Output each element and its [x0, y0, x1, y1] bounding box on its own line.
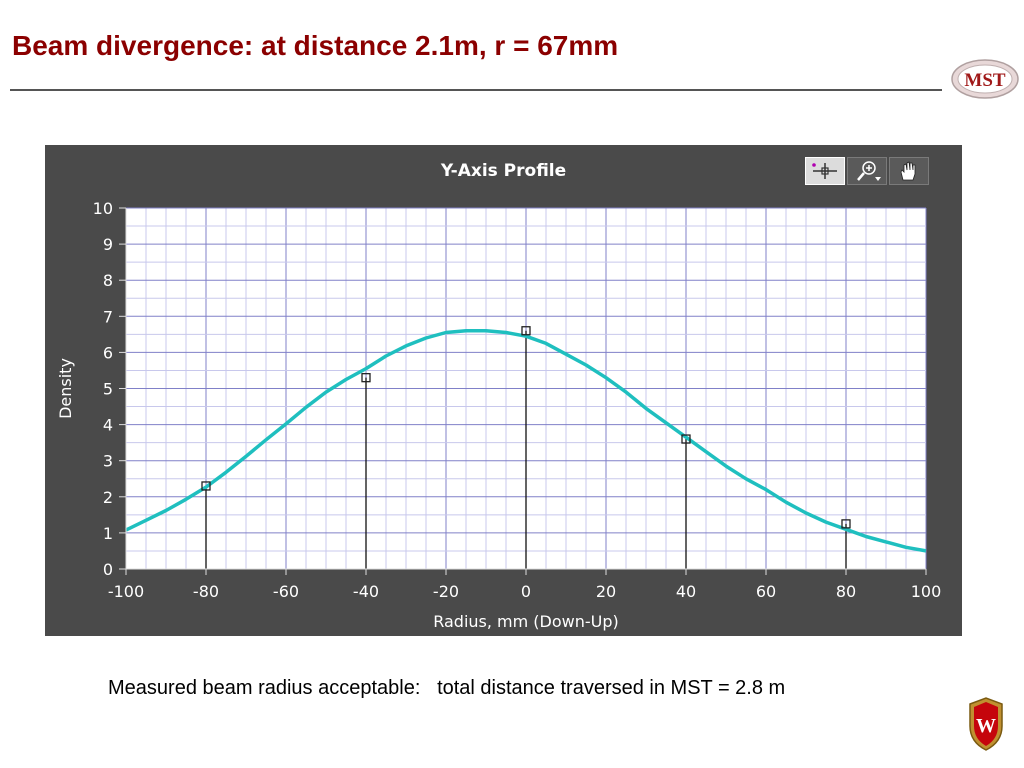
y-tick-label: 10: [93, 199, 113, 218]
plot-toolbar: [805, 157, 929, 187]
y-axis-label: Density: [56, 358, 75, 419]
mst-logo-text: MST: [964, 70, 1006, 91]
x-tick-label: -40: [353, 582, 379, 601]
uw-crest-letter: W: [976, 715, 996, 737]
x-tick-label: 80: [836, 582, 856, 601]
x-tick-label: 20: [596, 582, 616, 601]
zoom-tool-button[interactable]: [847, 157, 887, 185]
mst-logo: MST: [951, 59, 1019, 99]
y-tick-label: 6: [103, 343, 113, 362]
title-divider: [10, 89, 942, 91]
y-tick-label: 0: [103, 560, 113, 579]
measured-point-marker: [201, 481, 211, 491]
x-tick-label: -80: [193, 582, 219, 601]
slide-title: Beam divergence: at distance 2.1m, r = 6…: [12, 30, 619, 61]
y-tick-label: 9: [103, 235, 113, 254]
profile-curve: [125, 328, 927, 553]
pan-hand-icon: [900, 161, 916, 181]
zoom-icon: [857, 161, 881, 181]
caption: Measured beam radius acceptable: total d…: [108, 677, 786, 699]
x-tick-label: -20: [433, 582, 459, 601]
x-tick-label: 40: [676, 582, 696, 601]
chart-panel: -100 -80 -60 -40 -20 0 20 40 60 80 100 0 1 2 3 4 5 6 7 8 9 10…: [45, 145, 962, 636]
y-tick-label: 4: [103, 416, 113, 435]
crosshair-icon: [812, 163, 837, 179]
measured-point-marker: [841, 519, 851, 529]
y-tick-label: 3: [103, 452, 113, 471]
crosshair-tool-button[interactable]: [805, 157, 845, 185]
y-tick-label: 1: [103, 524, 113, 543]
measured-point-marker: [521, 326, 531, 336]
y-tick-label: 2: [103, 488, 113, 507]
pan-tool-button[interactable]: [889, 157, 929, 185]
y-tick-label: 5: [103, 380, 113, 399]
x-axis-label: Radius, mm (Down-Up): [433, 612, 619, 631]
y-tick-label: 7: [103, 307, 113, 326]
chart-title: Y-Axis Profile: [440, 161, 567, 181]
x-tick-label: -60: [273, 582, 299, 601]
measured-point-marker: [361, 373, 371, 383]
measured-point-marker: [681, 434, 691, 444]
x-tick-label: 100: [911, 582, 942, 601]
y-tick-label: 8: [103, 271, 113, 290]
uw-crest-logo: W: [969, 697, 1003, 751]
x-tick-label: 0: [521, 582, 531, 601]
x-tick-label: -100: [108, 582, 144, 601]
profile-plot[interactable]: -100 -80 -60 -40 -20 0 20 40 60 80 100 0 1 2 3 4 5 6 7 8 9 10…: [45, 145, 962, 636]
x-tick-label: 60: [756, 582, 776, 601]
